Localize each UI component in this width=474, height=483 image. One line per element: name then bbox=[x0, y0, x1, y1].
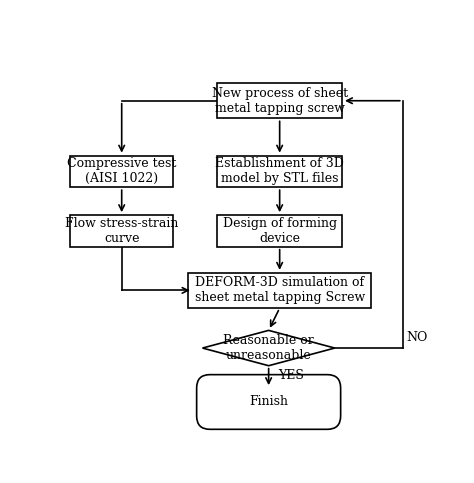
Text: New process of sheet
metal tapping screw: New process of sheet metal tapping screw bbox=[211, 87, 348, 115]
Text: Flow stress-strain
curve: Flow stress-strain curve bbox=[65, 217, 178, 245]
FancyBboxPatch shape bbox=[217, 156, 342, 187]
FancyBboxPatch shape bbox=[70, 215, 173, 247]
Text: Reasonable or
unreasonable: Reasonable or unreasonable bbox=[223, 334, 314, 362]
Text: YES: YES bbox=[278, 369, 304, 383]
FancyBboxPatch shape bbox=[188, 273, 372, 308]
FancyBboxPatch shape bbox=[217, 215, 342, 247]
Text: NO: NO bbox=[406, 331, 428, 344]
Text: Finish: Finish bbox=[249, 396, 288, 409]
Text: Compressive test
(AISI 1022): Compressive test (AISI 1022) bbox=[67, 157, 176, 185]
Text: Establishment of 3D
model by STL files: Establishment of 3D model by STL files bbox=[215, 157, 344, 185]
Text: DEFORM-3D simulation of
sheet metal tapping Screw: DEFORM-3D simulation of sheet metal tapp… bbox=[194, 276, 365, 304]
FancyBboxPatch shape bbox=[217, 83, 342, 118]
Polygon shape bbox=[202, 330, 335, 366]
FancyBboxPatch shape bbox=[197, 375, 341, 429]
FancyBboxPatch shape bbox=[70, 156, 173, 187]
Text: Design of forming
device: Design of forming device bbox=[223, 217, 337, 245]
